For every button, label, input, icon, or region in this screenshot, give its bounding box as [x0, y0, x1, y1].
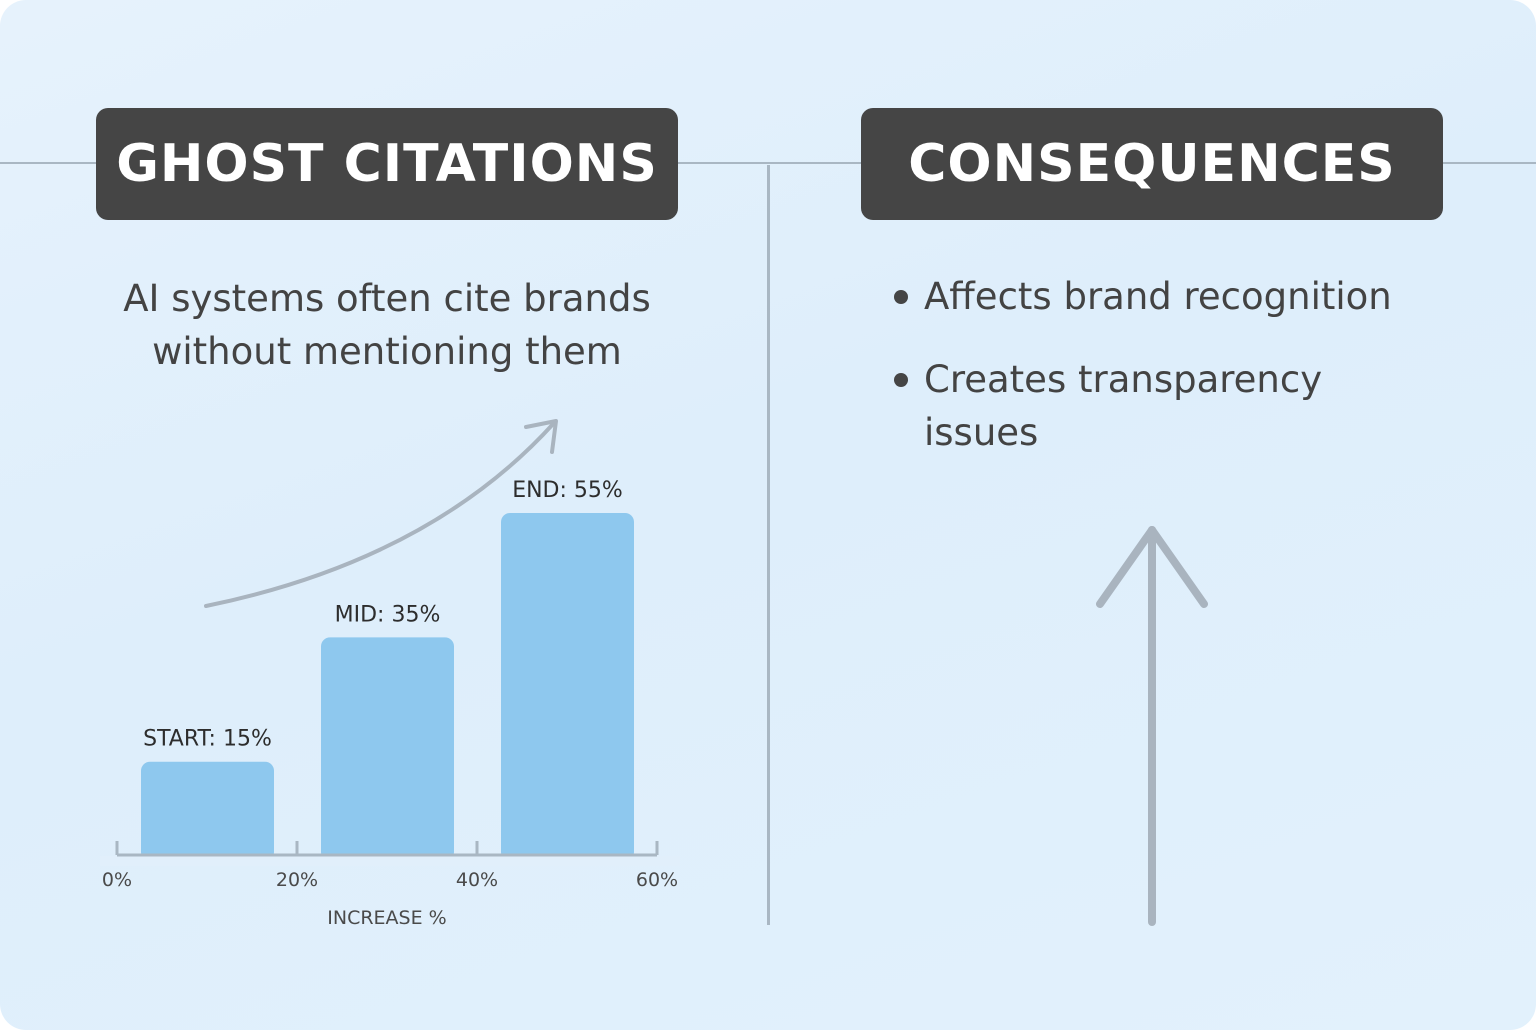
description-line: AI systems often cite brands — [123, 277, 651, 320]
panel-divider — [767, 165, 770, 925]
bullet-icon — [894, 373, 908, 387]
x-tick-label: 0% — [102, 869, 132, 891]
bar-data-label: END: 55% — [512, 478, 623, 503]
bar-data-label: MID: 35% — [335, 602, 441, 627]
consequences-title: CONSEQUENCES — [861, 108, 1443, 220]
header-rule-right — [1443, 162, 1536, 164]
curved-up-arrow-icon — [204, 419, 558, 608]
description-line: without mentioning them — [152, 330, 622, 373]
bullet-icon — [894, 290, 908, 304]
up-arrow-icon — [1096, 526, 1208, 926]
consequence-text: Affects brand recognition — [924, 275, 1392, 318]
chart-x-axis: 0% 20% 40% 60% INCREASE % — [100, 841, 680, 929]
x-tick-label: 60% — [636, 869, 678, 891]
ghost-citations-description: AI systems often cite brands without men… — [80, 272, 694, 378]
header-rule-middle — [678, 162, 861, 164]
x-tick-label: 40% — [456, 869, 498, 891]
bar-mid — [321, 637, 454, 861]
consequence-item: Creates transparency issues — [890, 353, 1394, 459]
axis-mask — [100, 856, 680, 866]
bar-data-label: START: 15% — [143, 727, 272, 752]
x-axis-title: INCREASE % — [327, 907, 446, 929]
x-tick-label: 20% — [276, 869, 318, 891]
ghost-citations-title: GHOST CITATIONS — [96, 108, 678, 220]
bar-end — [501, 513, 634, 861]
header-rule-left — [0, 162, 96, 164]
chart-bars: START: 15% MID: 35% END: 55% — [141, 478, 634, 861]
consequence-item: Affects brand recognition — [890, 270, 1450, 323]
bar-start — [141, 761, 274, 861]
consequences-list: Affects brand recognition Creates transp… — [890, 270, 1450, 489]
consequence-text: Creates transparency issues — [924, 358, 1323, 454]
